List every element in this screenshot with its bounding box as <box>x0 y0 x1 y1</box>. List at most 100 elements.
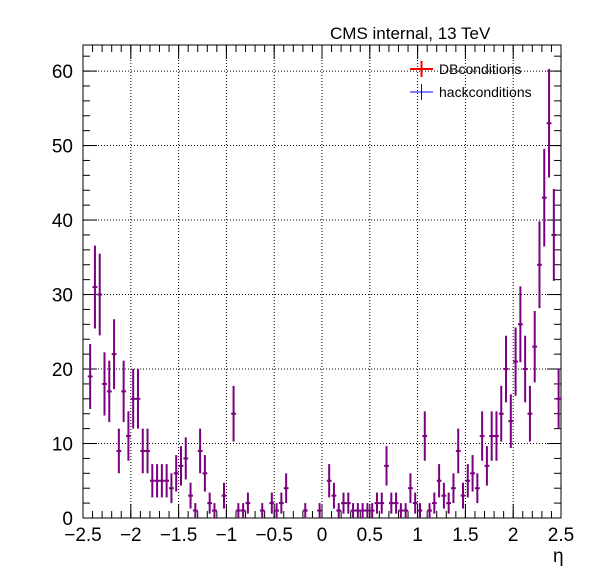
data-point <box>106 360 112 423</box>
x-tick-label: 1.5 <box>452 525 478 546</box>
data-point <box>154 464 160 498</box>
data-point <box>192 503 198 518</box>
data-point <box>484 446 490 486</box>
data-point <box>427 503 432 518</box>
x-tick-label: 1 <box>412 525 423 546</box>
data-point <box>431 492 437 514</box>
data-point <box>470 455 475 492</box>
legend-entry-dbconditions: DBconditions <box>410 61 522 77</box>
x-tick-label: 2 <box>508 525 519 546</box>
data-point <box>269 492 275 514</box>
x-tick-labels: −2.5 −2 −1.5 −1 −0.5 0 0.5 1 1.5 2 2.5 <box>64 525 574 546</box>
data-point <box>326 464 332 498</box>
data-point <box>388 492 394 514</box>
x-tick-label: −1.5 <box>160 525 198 546</box>
legend-label-hackconditions: hackconditions <box>439 84 532 100</box>
data-point <box>183 437 189 480</box>
data-point <box>503 335 509 403</box>
data-point <box>202 455 208 492</box>
data-point <box>460 482 466 509</box>
data-point <box>259 503 265 518</box>
data-point <box>532 310 538 383</box>
x-axis-title: η <box>553 546 564 567</box>
data-point <box>102 352 107 416</box>
data-point <box>245 492 251 514</box>
data-point <box>212 503 217 518</box>
data-point <box>345 492 351 514</box>
data-point <box>508 394 514 449</box>
data-point <box>403 503 409 518</box>
x-tick-label: −2.5 <box>64 525 102 546</box>
data-point <box>537 221 542 309</box>
data-point <box>408 473 413 504</box>
x-tick-label: −2 <box>120 525 142 546</box>
data-point <box>235 503 241 518</box>
data-point <box>173 455 179 492</box>
data-point <box>149 464 155 498</box>
legend: DBconditions hackconditions <box>410 61 532 100</box>
data-points <box>87 68 561 518</box>
data-point <box>474 473 480 504</box>
data-point <box>374 492 380 514</box>
data-point <box>489 411 495 461</box>
data-point <box>360 503 366 518</box>
data-point <box>441 482 447 509</box>
data-point <box>522 335 528 403</box>
y-tick-labels: 0 10 20 30 40 50 60 <box>52 62 73 530</box>
data-point <box>159 464 165 498</box>
data-point <box>527 385 533 442</box>
data-point <box>355 503 361 518</box>
data-point <box>331 482 337 509</box>
data-point <box>135 369 141 429</box>
data-point <box>369 503 375 518</box>
data-point <box>302 503 308 518</box>
y-tick-label: 0 <box>62 509 73 530</box>
data-point <box>541 148 547 247</box>
data-point <box>231 385 236 442</box>
x-tick-label: −0.5 <box>255 525 293 546</box>
data-point <box>283 473 289 504</box>
data-point <box>479 411 485 461</box>
data-point <box>517 286 523 363</box>
data-point <box>178 446 184 486</box>
data-point <box>140 428 146 474</box>
data-point <box>556 369 561 429</box>
data-point <box>130 369 136 429</box>
chart-title: CMS internal, 13 TeV <box>330 24 491 43</box>
data-point <box>92 245 98 329</box>
data-point <box>274 503 279 518</box>
y-tick-label: 30 <box>52 286 73 307</box>
data-point <box>116 428 122 474</box>
grid-lines <box>83 45 561 518</box>
data-point <box>188 482 193 509</box>
data-point <box>417 503 423 518</box>
data-point <box>111 319 117 390</box>
x-tick-label: 0.5 <box>357 525 383 546</box>
data-point <box>455 428 461 474</box>
y-tick-label: 20 <box>52 360 73 381</box>
data-point <box>278 492 284 514</box>
data-point <box>97 253 103 336</box>
data-point <box>451 473 456 504</box>
data-point <box>393 492 399 514</box>
data-point <box>145 428 150 474</box>
data-point <box>412 492 418 514</box>
data-point <box>494 411 499 461</box>
data-point <box>446 492 452 514</box>
legend-entry-hackconditions: hackconditions <box>410 84 532 100</box>
data-point <box>197 428 203 474</box>
data-point <box>436 464 442 498</box>
data-point <box>169 473 174 504</box>
data-point <box>498 385 504 442</box>
x-tick-label: 0 <box>317 525 328 546</box>
x-tick-label: −1 <box>216 525 238 546</box>
data-point <box>207 492 213 514</box>
data-point <box>87 344 93 409</box>
data-point <box>379 492 385 514</box>
x-tick-label: 2.5 <box>548 525 574 546</box>
y-tick-label: 60 <box>52 62 73 83</box>
data-point <box>384 446 389 486</box>
y-tick-label: 40 <box>52 211 73 232</box>
data-point <box>422 411 428 461</box>
